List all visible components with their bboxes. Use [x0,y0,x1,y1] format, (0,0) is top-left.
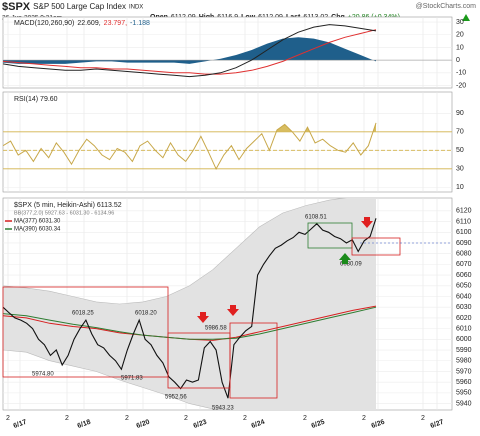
y-tick-label: 0 [456,57,460,64]
x-tick-label: 6/17 [13,419,28,430]
panel-plot [3,198,452,410]
y-tick-label: 6060 [456,272,472,279]
series-line [3,29,377,75]
highlight-box [307,222,353,249]
y-tick-label: 6080 [456,251,472,258]
y-tick-label: 30 [456,166,464,173]
x-tick-label: 6/23 [193,419,208,430]
price-annotation: 5971.83 [121,376,143,382]
price-annotation: 6080.09 [340,262,362,268]
x-tick-label: 6/20 [136,419,151,430]
legend-label: MACD(120,260,90) [14,20,74,27]
y-tick-label: 6070 [456,261,472,268]
y-tick-label: 6100 [456,229,472,236]
legend-band: BB(377,2.0) 5927.63 - 6031.30 - 6134.96 [14,210,114,216]
y-tick-label: 5990 [456,347,472,354]
y-tick-label: 10 [456,44,464,51]
bollinger-upper [3,198,347,305]
y-tick-label: 5940 [456,400,472,407]
up-arrow [339,253,351,264]
y-tick-label: -10 [456,70,466,77]
bollinger-lower [3,349,224,410]
price-annotation: 6018.25 [72,311,94,317]
index-name: S&P 500 Large Cap Index [33,2,126,11]
y-tick-label: 6000 [456,336,472,343]
symbol: $SPX [2,1,31,13]
price-annotation: 5986.58 [205,326,227,332]
x-tick-label: 2 [243,415,247,422]
watermark: @StockCharts.com [416,3,477,10]
x-tick-label: 2 [421,415,425,422]
x-tick-label: 2 [125,415,129,422]
x-tick-label: 2 [6,415,10,422]
y-tick-label: 6030 [456,304,472,311]
y-tick-label: 6010 [456,325,472,332]
y-tick-label: 6090 [456,240,472,247]
series-line [3,306,377,340]
y-tick-label: 6050 [456,283,472,290]
y-tick-label: 5950 [456,390,472,397]
panel-frame [2,16,453,89]
x-tick-label: 2 [303,415,307,422]
x-tick-label: 2 [65,415,69,422]
y-tick-label: 10 [456,184,464,191]
down-arrow [197,312,209,323]
series-line [3,218,377,399]
highlight-box [351,237,401,256]
legend-value: 22.609, [77,20,100,27]
y-tick-label: 70 [456,129,464,136]
highlight-box [229,322,278,399]
y-tick-label: 30 [456,19,464,26]
y-tick-label: 6120 [456,208,472,215]
bollinger-band [3,198,376,410]
legend-label: RSI(14) 79.60 [14,96,58,103]
y-tick-label: 5970 [456,368,472,375]
x-tick-label: 2 [362,415,366,422]
y-tick-label: 20 [456,32,464,39]
down-arrow [361,217,373,228]
price-annotation: 5974.80 [32,372,54,378]
legend-value: 23.797, [104,20,127,27]
legend-entry: MA(377) 6031.30 [14,219,61,225]
legend-value: -1.188 [130,20,150,27]
y-tick-label: 5980 [456,358,472,365]
panel-plot [3,17,452,88]
y-tick-label: 6020 [456,315,472,322]
x-tick-label: 6/25 [311,419,326,430]
highlight-box [2,286,169,378]
exchange: INDX [129,5,143,11]
y-tick-label: 6110 [456,218,471,225]
x-tick-label: 6/24 [251,419,266,430]
price-annotation: 5943.23 [212,406,234,412]
panel-frame [2,91,453,193]
overbought-fill [276,122,376,132]
panel-plot [3,92,452,192]
legend-entry: MA(390) 6030.34 [14,227,61,233]
x-tick-label: 6/27 [430,419,445,430]
price-annotation: 5952.56 [165,395,187,401]
up-arrow-icon [462,14,470,21]
price-annotation: 6108.51 [305,215,327,221]
series-line [3,24,377,78]
legend-label: $SPX (5 min, Heikin-Ashi) 6113.52 [14,202,122,209]
x-tick-label: 6/18 [77,419,92,430]
histogram-area [3,37,376,64]
down-arrow [227,305,239,316]
price-annotation: 6018.20 [135,311,157,317]
y-tick-label: 90 [456,110,464,117]
y-tick-label: 5960 [456,379,472,386]
series-line [3,122,377,171]
y-tick-label: -20 [456,82,466,89]
y-tick-label: 50 [456,147,464,154]
y-tick-label: 6040 [456,293,472,300]
x-tick-label: 2 [184,415,188,422]
x-tick-label: 6/26 [371,419,386,430]
